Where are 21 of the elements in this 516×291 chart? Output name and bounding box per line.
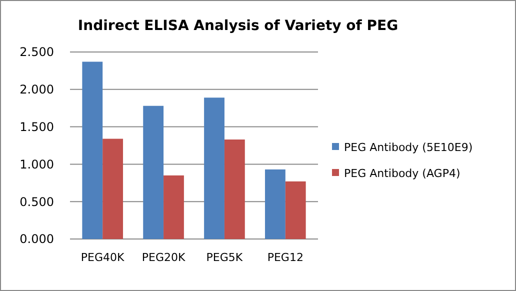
- bar: [204, 98, 224, 239]
- bar: [264, 169, 286, 239]
- x-tick-label: PEG20K: [142, 251, 186, 264]
- y-tick-label: 2.500: [20, 45, 54, 60]
- bar: [285, 181, 306, 239]
- y-tick-label: 1.500: [20, 120, 54, 134]
- legend-label: PEG Antibody (AGP4): [344, 166, 460, 180]
- y-tick-label: 2.000: [20, 82, 54, 97]
- y-tick-label: 0.000: [20, 232, 54, 246]
- x-tick-label: PEG12: [267, 251, 304, 264]
- y-tick-label: 0.500: [20, 194, 54, 209]
- legend-label: PEG Antibody (5E10E9): [344, 140, 473, 154]
- bar: [164, 175, 184, 239]
- bar: [82, 62, 103, 239]
- y-tick-label: 1.000: [20, 157, 54, 172]
- bar: [224, 140, 245, 239]
- bar: [102, 138, 124, 239]
- x-tick-label: PEG40K: [80, 251, 126, 264]
- chart-title: Indirect ELISA Analysis of Variety of PEG: [78, 18, 398, 34]
- bar: [143, 106, 164, 239]
- x-tick-label: PEG5K: [206, 251, 244, 264]
